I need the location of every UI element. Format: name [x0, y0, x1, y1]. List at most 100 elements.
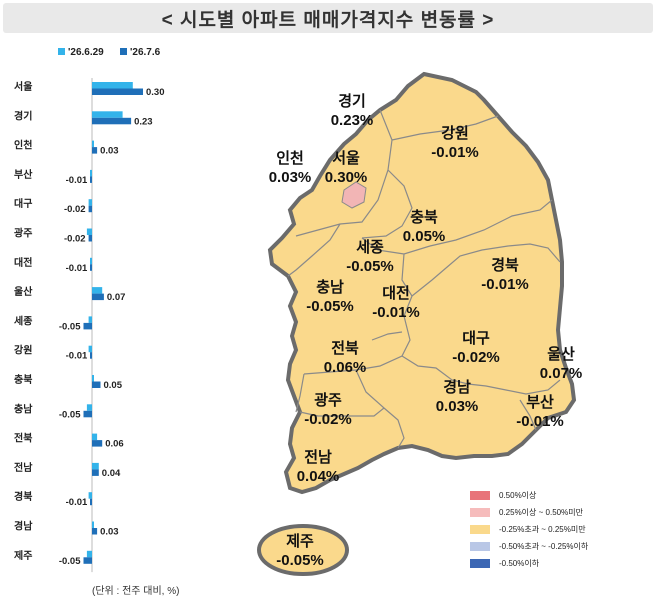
data-label: -0.05 — [59, 409, 81, 420]
category-label: 광주 — [14, 228, 32, 240]
map-label-value: -0.01% — [481, 276, 529, 293]
map-label-value: -0.01% — [372, 304, 420, 321]
map-label-name: 강원 — [441, 124, 469, 142]
category-label: 강원 — [14, 344, 32, 357]
map-legend-label: -0.25%초과 ~ 0.25%미만 — [499, 525, 586, 534]
bar-prev — [92, 82, 133, 89]
map-label-name: 전남 — [304, 449, 332, 466]
map-label-value: 0.03% — [436, 398, 479, 415]
map-legend-item: -0.50%이하 — [470, 555, 640, 572]
bar-prev — [86, 404, 92, 411]
category-label: 울산 — [14, 285, 33, 298]
map-label-value: -0.01% — [431, 144, 479, 161]
map-label-name: 서울 — [332, 150, 360, 167]
map-label-value: 0.03% — [269, 169, 312, 186]
data-label: 0.30 — [146, 87, 165, 98]
bar-prev — [92, 521, 94, 528]
bar-prev — [88, 492, 92, 499]
region-borders — [287, 109, 561, 449]
category-label: 제주 — [14, 549, 32, 562]
category-label: 경남 — [14, 520, 33, 533]
bar-curr — [90, 498, 92, 506]
seoul-region — [341, 181, 367, 209]
map-label-value: 0.07% — [540, 365, 583, 382]
map-legend-swatch — [470, 491, 490, 500]
map-label-value: 0.06% — [324, 359, 367, 376]
bar-chart: '26.6.29 '26.7.6 서울 0.30 경기 0.23 인천 0.03 부산 -0.01… — [14, 47, 165, 573]
category-label: 충북 — [14, 373, 32, 386]
data-label: 0.04 — [102, 468, 121, 479]
data-label: 0.03 — [100, 527, 119, 538]
map-legend-item: -0.25%초과 ~ 0.25%미만 — [470, 521, 640, 538]
bar-prev — [90, 169, 92, 177]
data-label: 0.03 — [100, 146, 119, 157]
data-label: -0.05 — [59, 321, 81, 332]
map-labels: 경기 0.23% 강원 -0.01% 인천 0.03% 서울 0.30% 충북 0.05% 세종 -0… — [269, 92, 583, 569]
bar-curr — [92, 528, 98, 535]
bar-prev — [88, 316, 92, 323]
bar-prev — [92, 287, 103, 294]
map-legend-label: -0.50%이하 — [499, 559, 540, 568]
map-label-name: 인천 — [276, 149, 304, 167]
map-label-value: 0.23% — [331, 112, 374, 129]
map-legend: 0.50%이상 0.25%이상 ~ 0.50%미만 -0.25%초과 ~ 0.25%… — [470, 487, 640, 572]
map-label-name: 세종 — [356, 239, 384, 256]
map-legend-label: 0.25%이상 ~ 0.50%미만 — [499, 508, 583, 517]
legend-label: '26.6.29 — [68, 47, 104, 58]
category-label: 경기 — [14, 109, 32, 122]
map-legend-item: 0.25%이상 ~ 0.50%미만 — [470, 504, 640, 521]
map-regions — [257, 71, 577, 576]
map-label-name: 광주 — [314, 391, 342, 409]
bar-prev — [92, 433, 98, 441]
bar-prev — [88, 345, 92, 353]
map-label-name: 부산 — [526, 394, 554, 411]
bar-curr — [92, 88, 143, 95]
bar-curr — [92, 381, 101, 388]
map-label-value: -0.05% — [346, 258, 394, 275]
legend-swatch — [120, 48, 127, 55]
bar-curr — [88, 205, 92, 213]
category-label: 세종 — [14, 314, 32, 327]
map-label-name: 대전 — [382, 285, 410, 302]
bar-prev — [92, 375, 94, 382]
page-title: < 시도별 아파트 매매가격지수 변동률 > — [161, 9, 495, 31]
map-legend-label: 0.50%이상 — [499, 491, 537, 500]
data-label: -0.02 — [64, 204, 86, 215]
data-label: -0.02 — [64, 234, 86, 245]
bar-curr — [92, 147, 98, 154]
map-label-name: 경남 — [443, 378, 471, 396]
map-label-name: 전북 — [331, 340, 359, 357]
data-label: 0.06 — [105, 439, 124, 450]
category-label: 대전 — [14, 256, 32, 269]
bar-prev — [86, 550, 92, 558]
category-label: 부산 — [14, 168, 33, 181]
map-label-name: 울산 — [547, 346, 575, 363]
mainland-shape — [267, 71, 577, 495]
map-label-value: 0.04% — [297, 468, 340, 485]
bar-curr — [92, 117, 132, 125]
bar-curr — [83, 322, 92, 330]
category-label: 충남 — [14, 402, 33, 415]
map-label-name: 대구 — [462, 330, 490, 347]
bar-prev — [92, 462, 99, 470]
bar-curr — [90, 264, 92, 271]
category-label: 전북 — [14, 432, 32, 445]
category-label: 전남 — [14, 461, 33, 474]
data-label: -0.05 — [59, 556, 81, 567]
map-label-name: 경북 — [491, 256, 519, 274]
bar-prev — [92, 140, 94, 148]
bar-curr — [92, 469, 99, 476]
bar-curr — [92, 293, 104, 301]
bar-curr — [92, 440, 103, 447]
data-label: -0.01 — [66, 351, 88, 362]
category-label: 서울 — [14, 80, 32, 93]
bar-prev — [88, 199, 92, 206]
data-label: -0.01 — [66, 497, 88, 508]
map-legend-item: 0.50%이상 — [470, 487, 640, 504]
map-label-value: -0.02% — [452, 349, 500, 366]
data-label: 0.05 — [104, 380, 123, 391]
category-label: 인천 — [14, 139, 32, 152]
map-label-name: 충북 — [410, 209, 438, 226]
map-label-value: -0.05% — [306, 298, 354, 315]
data-label: 0.23 — [134, 116, 153, 127]
